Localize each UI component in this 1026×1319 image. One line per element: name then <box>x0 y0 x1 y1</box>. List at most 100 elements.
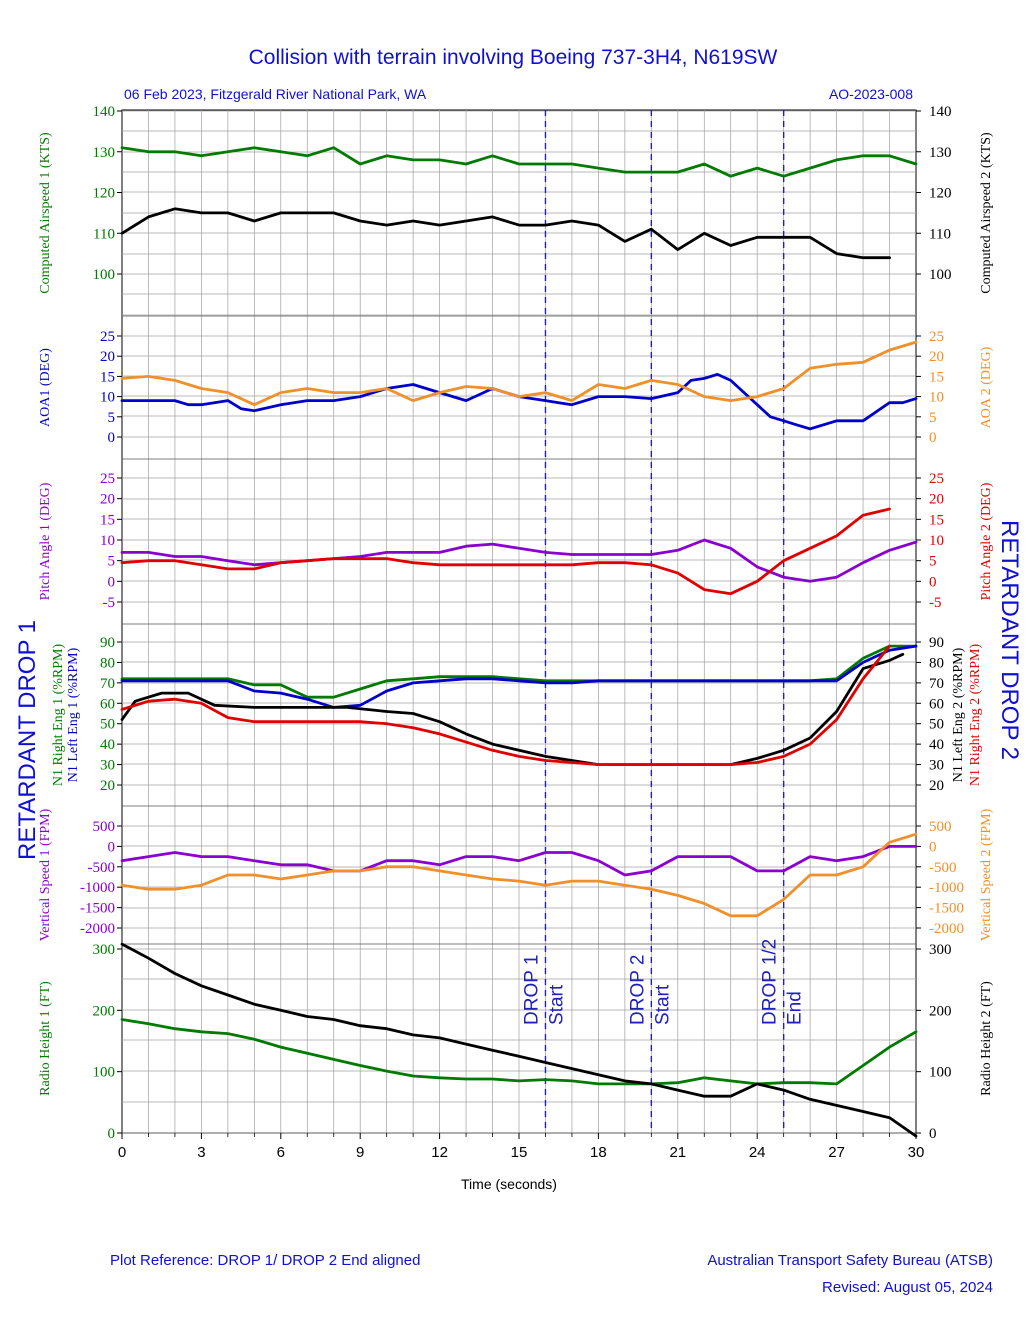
left-tick-label: 200 <box>93 1003 116 1019</box>
event-label: Start <box>652 984 673 1025</box>
left-tick-label: 20 <box>100 492 115 508</box>
right-tick-label: 10 <box>929 533 944 549</box>
left-tick-label: 40 <box>100 737 115 753</box>
left-tick-label: 0 <box>108 839 116 855</box>
left-tick-label: 0 <box>108 430 116 446</box>
series-line-pitch-angle-1 <box>120 538 918 583</box>
left-tick-label: 120 <box>93 186 116 202</box>
x-axis: 0 3 6 9 12 15 18 21 24 27 30 Time (seconds) <box>118 1133 925 1192</box>
left-tick-label: 10 <box>100 390 115 406</box>
series-line-aoa1 <box>120 372 918 431</box>
right-tick-label: 100 <box>929 267 952 283</box>
right-tick-label: 20 <box>929 492 944 508</box>
left-tick-label: 20 <box>100 349 115 365</box>
right-tick-label: 20 <box>929 778 944 794</box>
event-markers: DROP 1 Start DROP 2 Start DROP 1/2 End <box>521 110 806 1133</box>
left-tick-label: 110 <box>93 226 115 242</box>
panel-radio: 0 100 200 300 0 100 200 300 Radio Height 1 (FT) R… <box>38 942 994 1142</box>
left-tick-label: -1500 <box>80 901 115 917</box>
left-tick-label: 50 <box>100 717 115 733</box>
x-tick-label: 24 <box>749 1144 766 1161</box>
left-tick-label: 25 <box>100 471 115 487</box>
panel-vs: -2000 -1500 -1000 -500 0 500 -2000 -1500 -1000 -5… <box>38 808 994 945</box>
right-axis-label: N1 Left Eng 2 (%RPM) <box>951 647 966 782</box>
footer-agency: Australian Transport Safety Bureau (ATSB… <box>707 1252 993 1269</box>
series-layer <box>120 146 918 1138</box>
left-tick-label: 130 <box>93 145 116 161</box>
left-tick-label: 90 <box>100 635 115 651</box>
right-axis-label: Computed Airspeed 2 (KTS) <box>979 132 994 294</box>
left-axis-label: Pitch Angle 1 (DEG) <box>38 482 53 600</box>
right-tick-label: 500 <box>929 819 952 835</box>
left-tick-label: 70 <box>100 676 115 692</box>
panel-airspeed: 100 110 120 130 140 100 110 120 130 140 Computed A… <box>38 104 994 317</box>
right-tick-label: 100 <box>929 1065 952 1081</box>
right-tick-label: 10 <box>929 390 944 406</box>
right-tick-label: 15 <box>929 369 944 385</box>
x-tick-label: 21 <box>669 1144 686 1161</box>
series-line-n1-left-eng-1 <box>120 644 918 709</box>
right-tick-label: 0 <box>929 430 937 446</box>
x-tick-label: 9 <box>356 1144 364 1161</box>
series-line-n1-left-eng-2 <box>120 652 905 766</box>
left-axis-label: Radio Height 1 (FT) <box>38 981 53 1096</box>
right-tick-label: 0 <box>929 574 937 590</box>
right-tick-label: 15 <box>929 512 944 528</box>
left-tick-label: 15 <box>100 369 115 385</box>
left-tick-label: 0 <box>108 1126 116 1142</box>
right-tick-label: 60 <box>929 696 944 712</box>
left-tick-label: 30 <box>100 758 115 774</box>
series-line-pitch-angle-2 <box>120 507 891 596</box>
right-tick-label: 80 <box>929 655 944 671</box>
series-line-computed-airspeed-1 <box>120 146 918 178</box>
left-tick-label: 5 <box>108 554 116 570</box>
series-line-radio-height-2 <box>120 942 918 1138</box>
chart-title: Collision with terrain involving Boeing … <box>249 46 778 69</box>
right-axis-label: Radio Height 2 (FT) <box>979 981 994 1096</box>
left-axis-label: N1 Right Eng 1 (%RPM) <box>51 643 66 786</box>
right-axis-label: Vertical Speed 2 (FPM) <box>979 808 994 941</box>
x-tick-label: 0 <box>118 1144 126 1161</box>
left-tick-label: -2000 <box>80 921 115 937</box>
left-tick-label: -5 <box>103 595 116 611</box>
right-axis-label: AOA 2 (DEG) <box>979 346 994 428</box>
series-line-aoa-2 <box>120 340 918 407</box>
left-tick-label: 500 <box>93 819 116 835</box>
left-axis-label: Vertical Speed 1 (FPM) <box>38 808 53 941</box>
x-axis-label: Time (seconds) <box>461 1176 557 1192</box>
right-tick-label: 70 <box>929 676 944 692</box>
series-line-n1-right-eng-2 <box>120 644 891 766</box>
series-line-vertical-speed-2 <box>120 832 918 918</box>
event-label: End <box>785 991 806 1025</box>
left-axis-label: AOA1 (DEG) <box>38 348 53 427</box>
right-tick-label: 40 <box>929 737 944 753</box>
series-line-vertical-speed-1 <box>120 845 918 877</box>
left-tick-label: -500 <box>88 860 116 876</box>
left-tick-label: 0 <box>108 574 116 590</box>
right-tick-label: -1500 <box>929 901 964 917</box>
right-axis-label: Pitch Angle 2 (DEG) <box>979 482 994 600</box>
x-tick-label: 18 <box>590 1144 607 1161</box>
series-line-radio-height-1 <box>120 1018 918 1086</box>
right-tick-label: 25 <box>929 471 944 487</box>
x-tick-label: 12 <box>431 1144 448 1161</box>
chart-subtitle-left: 06 Feb 2023, Fitzgerald River National P… <box>124 86 427 102</box>
right-tick-label: 130 <box>929 145 952 161</box>
right-tick-label: 110 <box>929 226 951 242</box>
right-tick-label: 200 <box>929 1003 952 1019</box>
x-tick-label: 30 <box>908 1144 925 1161</box>
left-tick-label: -1000 <box>80 880 115 896</box>
footer-plot-reference: Plot Reference: DROP 1/ DROP 2 End align… <box>110 1252 420 1269</box>
left-tick-label: 20 <box>100 778 115 794</box>
left-tick-label: 140 <box>93 104 116 120</box>
panel-aoa: 0 5 10 15 20 25 0 5 10 15 20 25 AOA1 (DEG) AOA 2 (DEG… <box>38 329 994 460</box>
right-tick-label: 5 <box>929 554 937 570</box>
left-tick-label: 100 <box>93 1065 116 1081</box>
left-tick-label: 80 <box>100 655 115 671</box>
left-tick-label: 10 <box>100 533 115 549</box>
chart-subtitle-right: AO-2023-008 <box>829 86 913 102</box>
right-axis-label: N1 Right Eng 2 (%RPM) <box>968 643 983 786</box>
right-tick-label: 20 <box>929 349 944 365</box>
left-tick-label: 25 <box>100 329 115 345</box>
